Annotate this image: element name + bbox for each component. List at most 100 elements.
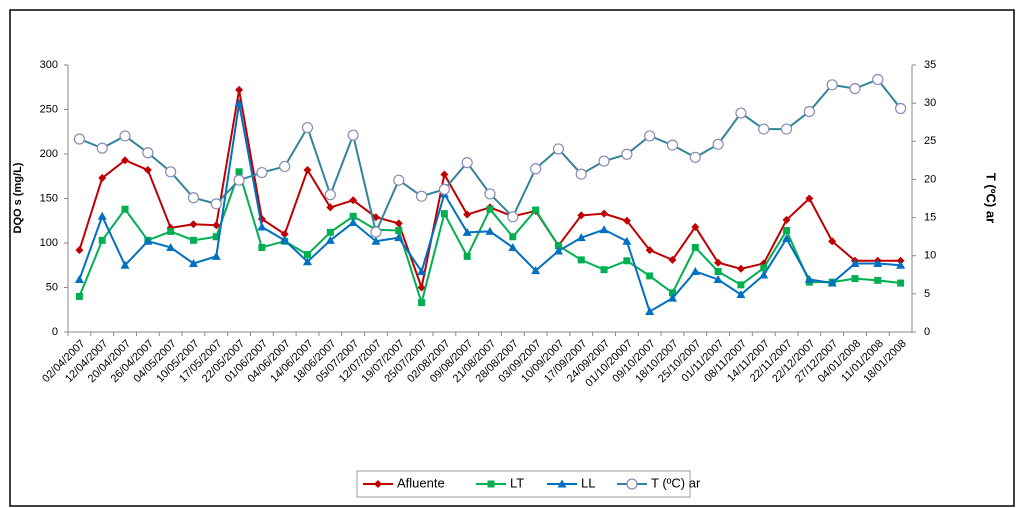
series-marker: [166, 242, 176, 251]
series-marker: [507, 211, 519, 223]
series-marker: [894, 102, 907, 115]
series-marker: [667, 293, 677, 302]
y-tick-label: 300: [40, 59, 58, 71]
series-marker: [235, 168, 243, 176]
series-marker: [234, 98, 244, 107]
series-marker: [348, 218, 358, 227]
series-marker: [212, 221, 221, 230]
series-marker: [167, 227, 175, 235]
series-marker: [349, 212, 357, 220]
legend-marker: [626, 478, 638, 490]
series-marker: [256, 166, 268, 179]
series-marker: [303, 257, 313, 266]
series-marker: [713, 274, 723, 283]
series-marker: [98, 236, 106, 244]
series-marker: [623, 257, 631, 265]
series-marker: [826, 79, 838, 91]
series-marker: [530, 163, 542, 175]
legend-marker: [487, 480, 495, 488]
series-marker: [644, 130, 656, 142]
series-marker: [782, 234, 792, 243]
series-marker: [370, 226, 382, 238]
series-marker: [395, 227, 403, 235]
series-marker: [803, 105, 815, 118]
legend-label: Afluente: [397, 475, 445, 490]
series-marker: [417, 266, 427, 275]
y2-tick-label: 5: [924, 288, 930, 300]
series-marker: [279, 160, 291, 173]
series-marker: [805, 194, 814, 203]
series-marker: [804, 274, 814, 283]
series-marker: [600, 209, 609, 218]
series-marker: [143, 166, 152, 175]
series-marker: [463, 210, 472, 219]
series-marker: [189, 220, 198, 229]
series-marker: [371, 236, 381, 245]
series-marker: [438, 183, 450, 195]
chart-frame: [9, 9, 1015, 507]
series-marker: [758, 123, 770, 135]
series-marker: [235, 85, 244, 94]
series-marker: [371, 213, 380, 222]
series-marker: [440, 210, 448, 218]
series-marker: [783, 227, 791, 235]
series-marker: [508, 242, 518, 251]
series-marker: [463, 252, 471, 260]
series-marker: [760, 264, 768, 272]
series-marker: [189, 236, 197, 244]
series-marker: [874, 276, 882, 284]
series-marker: [142, 147, 154, 159]
series-marker: [509, 233, 517, 241]
y2-axis-title: T (ºC) ar: [984, 173, 999, 223]
series-marker: [485, 226, 495, 235]
series-marker: [691, 222, 700, 231]
series-marker: [97, 211, 107, 220]
series-marker: [737, 281, 745, 289]
series-marker: [394, 219, 403, 228]
y-tick-label: 150: [40, 192, 58, 204]
series-marker: [349, 196, 358, 205]
y-tick-label: 50: [46, 281, 58, 293]
series-marker: [280, 235, 290, 244]
series-marker: [575, 168, 587, 180]
y-tick-label: 0: [52, 326, 58, 338]
series-marker: [532, 206, 540, 214]
y2-tick-label: 0: [924, 326, 930, 338]
series-marker: [120, 260, 130, 269]
series-marker: [828, 237, 837, 246]
series-marker: [759, 270, 769, 279]
series-marker: [119, 130, 131, 142]
series-marker: [782, 215, 791, 224]
y2-tick-label: 15: [924, 211, 936, 223]
series-marker: [73, 133, 86, 145]
series-marker: [873, 258, 883, 267]
series-marker: [280, 230, 289, 239]
series-marker: [326, 228, 334, 236]
series-marker: [417, 283, 426, 292]
series-marker: [621, 148, 633, 160]
series-marker: [98, 174, 107, 183]
series-marker: [896, 260, 906, 269]
series-marker: [714, 267, 722, 275]
series-marker: [646, 272, 654, 280]
series-marker: [780, 123, 793, 135]
series-marker: [577, 211, 586, 220]
series-marker: [324, 189, 336, 201]
series-marker: [897, 279, 905, 287]
series-marker: [735, 107, 747, 119]
series-marker: [622, 236, 632, 245]
series-marker: [872, 73, 884, 86]
series-marker: [531, 266, 541, 275]
series-marker: [712, 138, 724, 150]
series-marker: [484, 188, 496, 200]
series-marker: [347, 129, 359, 141]
series-marker: [668, 255, 677, 264]
y2-tick-label: 30: [924, 97, 936, 109]
series-marker: [666, 139, 679, 151]
series-marker: [121, 205, 129, 213]
series-marker: [96, 142, 108, 154]
series-marker: [440, 170, 449, 179]
y2-tick-label: 35: [924, 59, 936, 71]
series-marker: [689, 151, 701, 163]
